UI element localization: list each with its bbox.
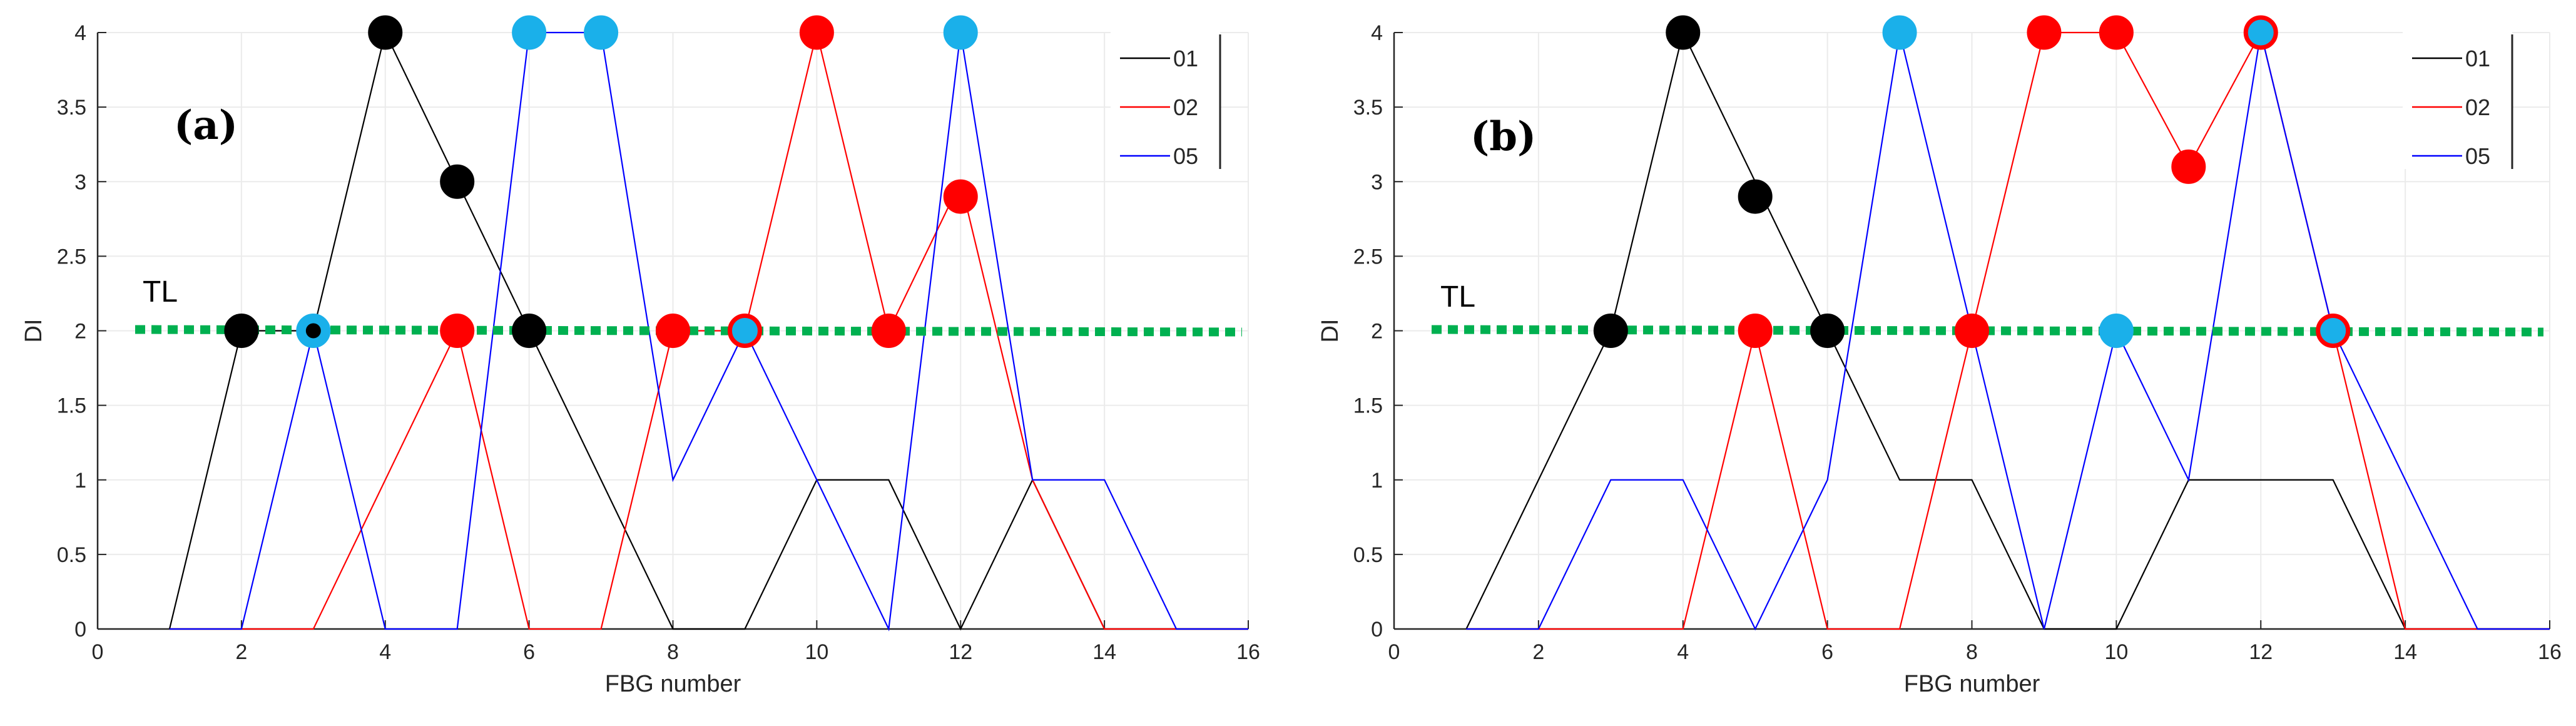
y-tick-label: 0 [1371,618,1383,642]
x-tick-label: 4 [379,640,391,664]
x-tick-label: 8 [1966,640,1978,664]
data-marker [368,15,403,50]
data-marker [1810,314,1845,348]
y-tick-label: 1.5 [1353,394,1383,418]
data-marker [656,314,690,348]
y-tick-label: 2 [1371,320,1383,344]
data-marker [943,15,978,50]
y-tick-label: 0.5 [1353,543,1383,567]
legend: 01 02 05 [2403,28,2513,169]
data-marker-inner [305,323,321,339]
x-tick-label: 16 [2538,640,2562,664]
y-tick-label: 2.5 [1353,245,1383,268]
data-marker [1593,314,1628,348]
y-tick-label: 1 [1371,469,1383,493]
data-marker [1955,314,1989,348]
y-tick-label: 2.5 [57,245,86,268]
x-tick-label: 12 [2249,640,2273,664]
x-tick-label: 14 [1092,640,1116,664]
y-tick-label: 1.5 [57,394,86,418]
data-marker [512,15,547,50]
legend-label-02: 02 [1173,95,1198,120]
legend: 01 02 05 [1111,28,1221,169]
y-tick-label: 3 [1371,170,1383,194]
y-tick-label: 0 [74,618,86,642]
data-marker [727,314,762,348]
x-axis-label: FBG number [605,671,741,697]
data-marker [943,179,978,214]
threshold-label: TL [143,275,178,309]
panel-label: (b) [1470,113,1536,160]
data-marker [440,314,475,348]
y-tick-label: 0.5 [57,543,86,567]
x-tick-label: 6 [523,640,535,664]
x-tick-label: 0 [1388,640,1400,664]
data-marker [2316,314,2351,348]
data-marker [2243,15,2278,50]
data-marker [1666,15,1701,50]
x-tick-label: 10 [2104,640,2128,664]
x-tick-label: 10 [805,640,828,664]
y-tick-label: 3.5 [1353,96,1383,120]
legend-label-01: 01 [1173,46,1198,71]
data-marker [2099,314,2134,348]
data-marker [799,15,834,50]
legend-box [1111,28,1220,169]
data-marker [1738,314,1773,348]
x-axis-label: FBG number [1904,671,2040,697]
x-tick-label: 6 [1821,640,1833,664]
series-line-02 [1466,30,2550,630]
data-marker [512,314,547,348]
y-tick-label: 3 [74,170,86,194]
data-marker [2027,15,2062,50]
panel-label: (a) [174,102,238,149]
legend-label-05: 05 [2465,143,2490,169]
y-tick-label: 3.5 [57,96,86,120]
data-marker [2171,149,2206,184]
legend-label-02: 02 [2465,95,2490,120]
x-tick-label: 0 [92,640,104,664]
x-tick-label: 12 [949,640,972,664]
y-axis-label: DI [21,319,47,343]
series-line-01 [1465,30,2550,630]
data-marker [224,314,259,348]
y-tick-label: 1 [74,469,86,493]
data-marker [2099,15,2134,50]
x-tick-label: 4 [1677,640,1689,664]
y-tick-label: 4 [1371,21,1383,45]
y-tick-label: 4 [74,21,86,45]
x-tick-label: 14 [2393,640,2417,664]
series-line-05 [1466,32,2550,631]
data-marker [1738,179,1773,214]
series-line-05 [169,31,1248,631]
legend-box [2403,28,2512,169]
legend-label-05: 05 [1173,143,1198,169]
data-marker [584,15,619,50]
x-tick-label: 16 [1236,640,1260,664]
legend-label-01: 01 [2465,46,2490,71]
data-marker [440,164,475,199]
y-tick-label: 2 [74,320,86,344]
threshold-label: TL [1440,280,1475,314]
x-tick-label: 2 [1532,640,1544,664]
data-marker [871,314,906,348]
y-axis-label: DI [1317,319,1343,343]
x-tick-label: 8 [667,640,679,664]
data-marker [1882,15,1917,50]
x-tick-label: 2 [235,640,247,664]
